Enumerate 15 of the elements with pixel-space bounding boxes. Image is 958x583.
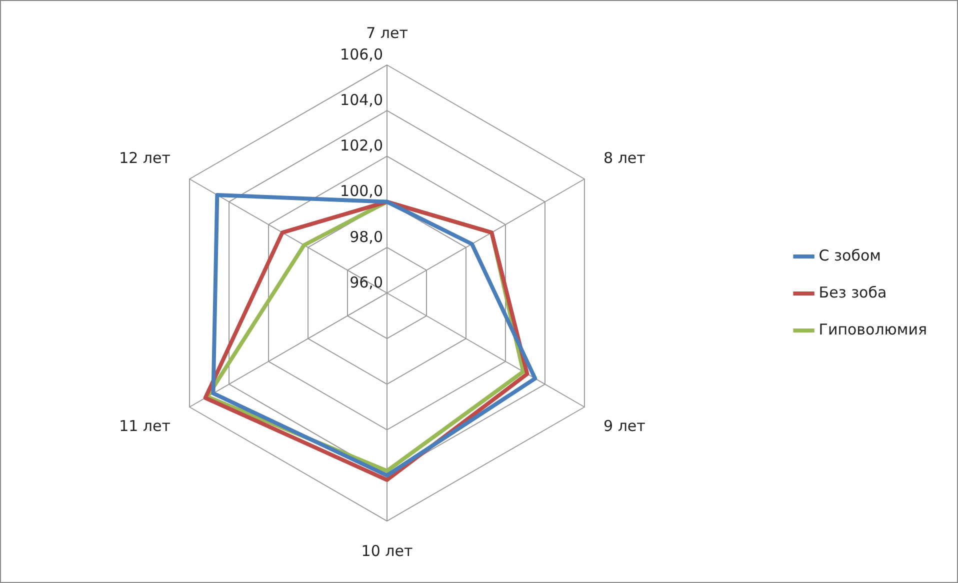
legend-label: Без зоба <box>818 283 887 302</box>
y-tick-label: 106,0 <box>340 45 383 64</box>
spoke-label: 10 лет <box>361 542 413 560</box>
legend-label: С зобом <box>818 246 881 264</box>
spoke-label: 11 лет <box>119 416 171 435</box>
legend-label: Гиповолюмия <box>818 320 927 338</box>
y-tick-label: 102,0 <box>340 136 383 155</box>
y-tick-label: 96,0 <box>350 273 383 292</box>
spoke-label: 7 лет <box>366 24 408 42</box>
y-tick-label: 100,0 <box>340 182 383 200</box>
spoke-label: 9 лет <box>604 416 646 435</box>
y-tick-label: 104,0 <box>340 90 383 109</box>
spoke-label: 12 лет <box>119 148 171 167</box>
y-tick-label: 98,0 <box>350 228 383 246</box>
spoke-label: 8 лет <box>604 148 646 167</box>
